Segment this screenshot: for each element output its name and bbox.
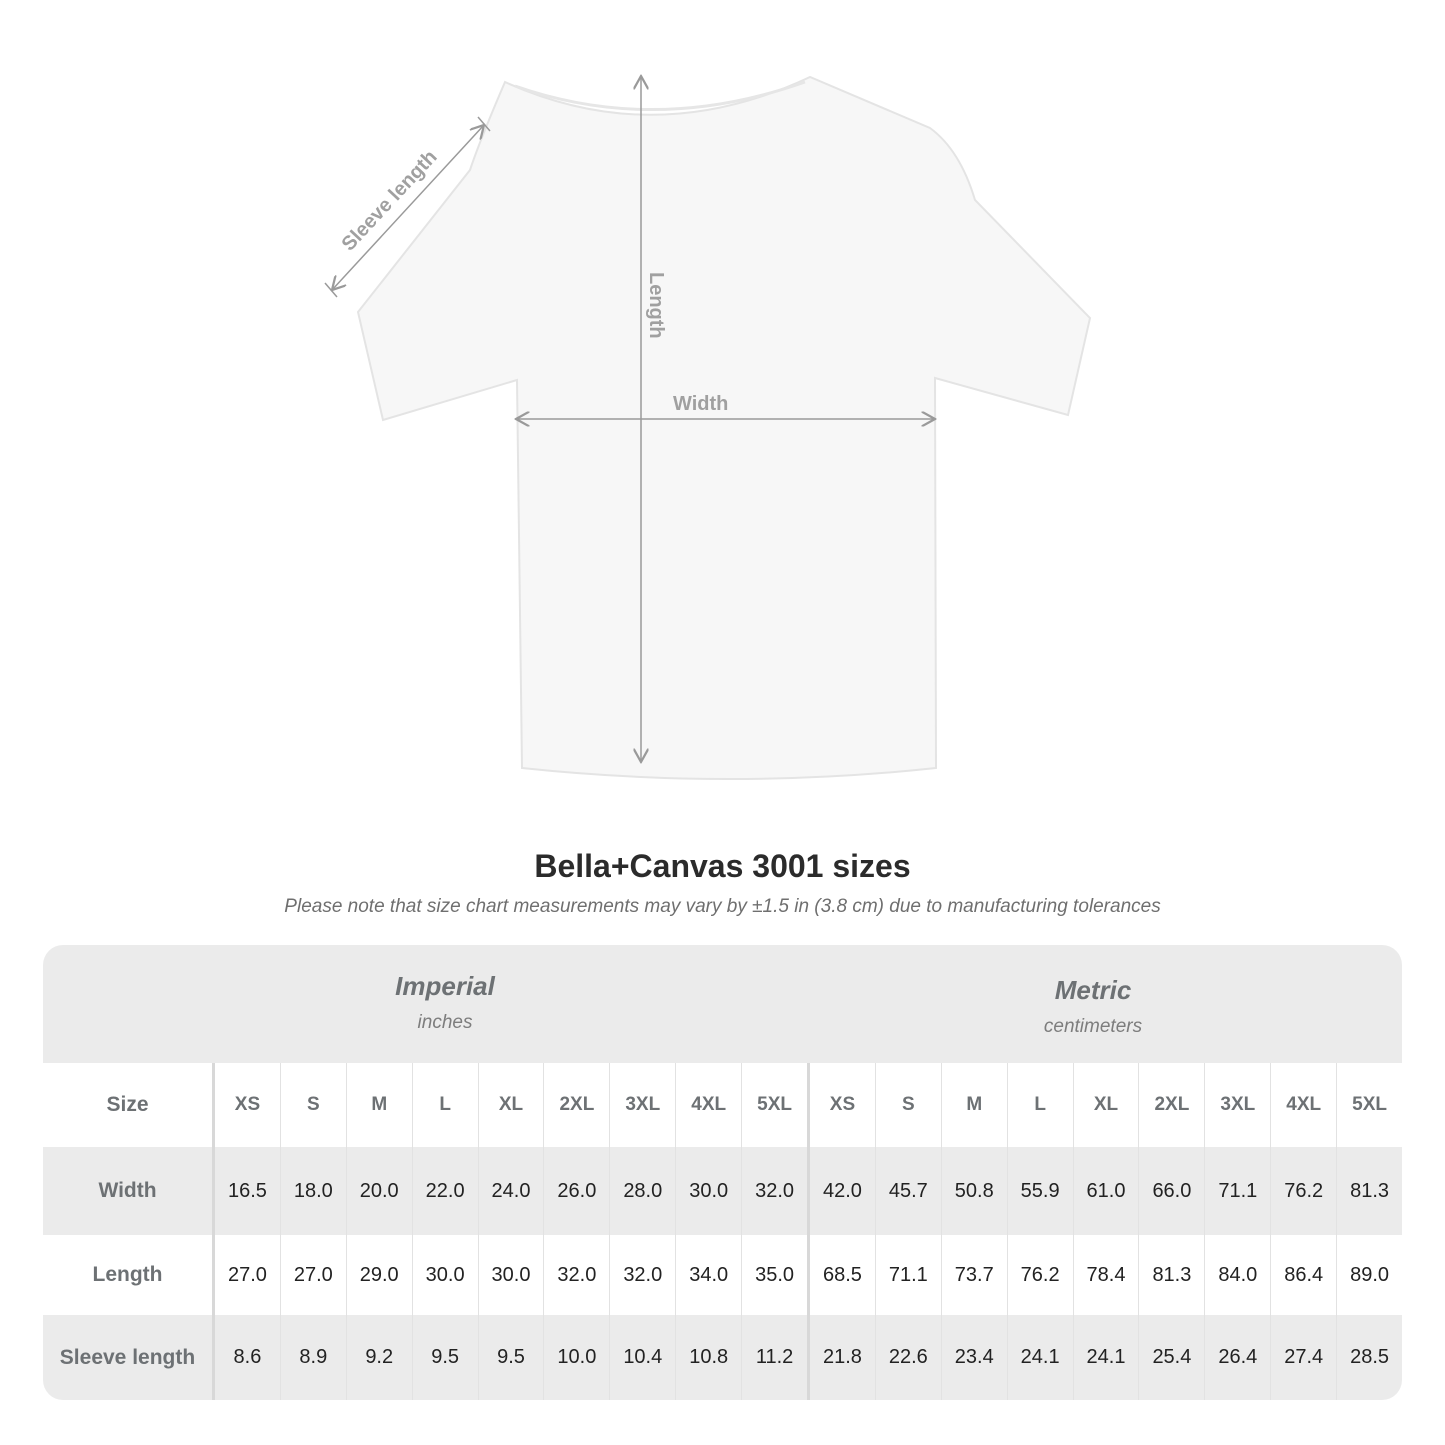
cell-metric: 42.0 <box>810 1147 876 1235</box>
cell-metric: 73.7 <box>942 1235 1008 1315</box>
cell-metric: 78.4 <box>1074 1235 1140 1315</box>
cell-imperial: 10.8 <box>676 1315 743 1400</box>
size-metric-5xl: 5XL <box>1352 1094 1388 1115</box>
cell-metric: 55.9 <box>1008 1147 1074 1235</box>
cell-metric: 71.1 <box>876 1235 942 1315</box>
cell-imperial: 35.0 <box>742 1235 811 1315</box>
cell-imperial: 9.5 <box>413 1315 479 1400</box>
size-row: Size XS S M L XL 2XL 3XL 4XL 5XL XS S M L XL 2XL 3XL 4XL 5… <box>43 1063 1402 1147</box>
size-metric-m: M <box>942 1063 1008 1147</box>
size-metric-l: L <box>1008 1063 1074 1147</box>
cell-metric: 76.2 <box>1008 1235 1074 1315</box>
cell-metric: 28.5 <box>1350 1346 1390 1368</box>
cell-metric: 81.3 <box>1139 1235 1206 1315</box>
tshirt-shape <box>356 75 1092 780</box>
length-label: Length <box>645 272 667 339</box>
cell-metric: 27.4 <box>1271 1315 1338 1400</box>
size-imperial-5xl: 5XL <box>742 1063 811 1147</box>
metric-unit: centimeters <box>1043 1016 1143 1037</box>
cell-imperial: 16.5 <box>215 1147 281 1235</box>
cell-imperial: 8.9 <box>281 1315 347 1400</box>
cell-imperial: 9.2 <box>347 1315 413 1400</box>
size-imperial-3xl: 3XL <box>610 1063 677 1147</box>
cell-imperial: 32.0 <box>610 1235 677 1315</box>
size-metric-xl: XL <box>1074 1063 1140 1147</box>
cell-metric: 50.8 <box>942 1147 1008 1235</box>
size-table: Imperial inches Metric centimeters Size X… <box>43 945 1402 1400</box>
cell-imperial: 10.0 <box>544 1315 611 1400</box>
size-metric-s: S <box>876 1063 942 1147</box>
cell-metric: 84.0 <box>1205 1235 1272 1315</box>
imperial-title: Imperial <box>395 971 495 1001</box>
cell-imperial: 20.0 <box>347 1147 413 1235</box>
size-imperial-s: S <box>281 1063 347 1147</box>
cell-imperial: 10.4 <box>610 1315 677 1400</box>
cell-metric: 71.1 <box>1205 1147 1272 1235</box>
row-label: Sleeve length <box>43 1315 215 1400</box>
cell-imperial: 22.0 <box>413 1147 479 1235</box>
size-imperial-xl: XL <box>479 1063 545 1147</box>
cell-imperial: 28.0 <box>610 1147 677 1235</box>
cell-imperial: 27.0 <box>215 1235 281 1315</box>
cell-metric: 76.2 <box>1271 1147 1338 1235</box>
cell-imperial: 34.0 <box>676 1235 743 1315</box>
cell-imperial: 30.0 <box>479 1235 545 1315</box>
cell-metric: 61.0 <box>1074 1147 1140 1235</box>
table-row: Length 27.0 27.0 29.0 30.0 30.0 32.0 32.0 34.0 35… <box>43 1235 1402 1315</box>
cell-metric: 45.7 <box>876 1147 942 1235</box>
size-metric-3xl: 3XL <box>1205 1063 1272 1147</box>
metric-header: Metric centimeters <box>893 975 1293 1038</box>
size-imperial-m: M <box>347 1063 413 1147</box>
size-imperial-4xl: 4XL <box>676 1063 743 1147</box>
cell-metric: 24.1 <box>1008 1315 1074 1400</box>
imperial-header: Imperial inches <box>245 971 645 1034</box>
metric-title: Metric <box>1054 975 1132 1005</box>
cell-imperial: 30.0 <box>413 1235 479 1315</box>
cell-metric: 86.4 <box>1271 1235 1338 1315</box>
cell-imperial: 26.0 <box>544 1147 611 1235</box>
cell-imperial: 30.0 <box>676 1147 743 1235</box>
imperial-unit: inches <box>417 1012 473 1033</box>
table-row: Width 16.5 18.0 20.0 22.0 24.0 26.0 28.0 30.0 32.… <box>43 1147 1402 1235</box>
cell-imperial: 29.0 <box>347 1235 413 1315</box>
size-metric-2xl: 2XL <box>1139 1063 1206 1147</box>
cell-imperial: 32.0 <box>544 1235 611 1315</box>
table-header-band: Imperial inches Metric centimeters <box>43 945 1402 1063</box>
sleeve-length-arrow <box>332 125 484 290</box>
size-imperial-xs: XS <box>215 1063 281 1147</box>
cell-metric: 81.3 <box>1350 1179 1390 1202</box>
cell-imperial: 32.0 <box>742 1147 811 1235</box>
cell-metric: 23.4 <box>942 1315 1008 1400</box>
cell-metric: 66.0 <box>1139 1147 1206 1235</box>
tshirt-diagram: Sleeve length Length Width <box>324 0 1092 780</box>
width-label: Width <box>673 393 728 415</box>
cell-metric: 89.0 <box>1350 1263 1390 1286</box>
tolerance-note: Please note that size chart measurements… <box>284 896 1161 917</box>
table-row: Sleeve length 8.6 8.9 9.2 9.5 9.5 10.0 10.4 10.8… <box>43 1315 1402 1400</box>
cell-metric: 22.6 <box>876 1315 942 1400</box>
size-metric-4xl: 4XL <box>1271 1063 1338 1147</box>
cell-imperial: 18.0 <box>281 1147 347 1235</box>
row-label: Length <box>43 1235 215 1315</box>
cell-imperial: 11.2 <box>742 1315 811 1400</box>
row-label: Width <box>43 1147 215 1235</box>
cell-metric: 26.4 <box>1205 1315 1272 1400</box>
cell-imperial: 27.0 <box>281 1235 347 1315</box>
size-imperial-2xl: 2XL <box>544 1063 611 1147</box>
cell-metric: 25.4 <box>1139 1315 1206 1400</box>
cell-imperial: 9.5 <box>479 1315 545 1400</box>
cell-imperial: 8.6 <box>215 1315 281 1400</box>
size-imperial-l: L <box>413 1063 479 1147</box>
cell-metric: 24.1 <box>1074 1315 1140 1400</box>
page-title: Bella+Canvas 3001 sizes <box>534 848 911 884</box>
cell-imperial: 24.0 <box>479 1147 545 1235</box>
size-metric-xs: XS <box>810 1063 876 1147</box>
size-header: Size <box>43 1063 215 1147</box>
cell-metric: 21.8 <box>810 1315 876 1400</box>
cell-metric: 68.5 <box>810 1235 876 1315</box>
